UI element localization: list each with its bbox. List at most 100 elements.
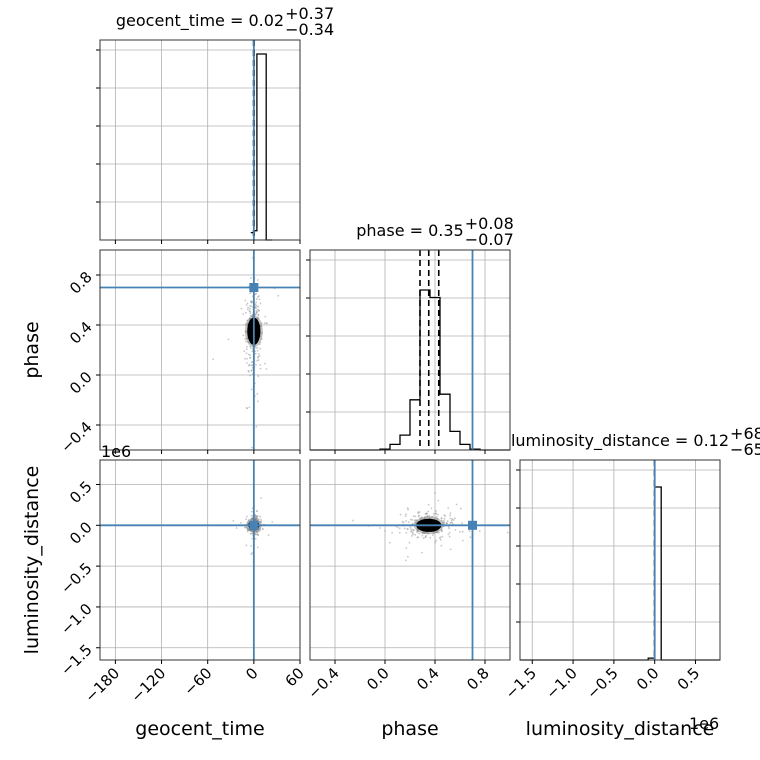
sample-point (434, 512, 437, 515)
sample-point (419, 517, 422, 519)
sample-point (257, 314, 260, 316)
sample-point (405, 513, 407, 516)
sample-point (250, 514, 253, 517)
panel-frame (99, 459, 301, 661)
sample-point (411, 535, 413, 537)
sample-point (251, 446, 253, 449)
sample-point (259, 529, 262, 531)
sample-point (244, 357, 246, 360)
sample-point (257, 353, 260, 355)
truth-marker (468, 520, 477, 530)
sample-point (250, 553, 253, 556)
sample-point (250, 369, 253, 371)
panel-frame (99, 249, 301, 451)
sample-point (446, 520, 449, 523)
sample-point (445, 522, 448, 525)
sample-point (262, 528, 264, 530)
sample-point (259, 367, 262, 370)
sample-point (435, 510, 437, 512)
sample-point (264, 362, 266, 365)
sample-point (405, 559, 407, 562)
sample-point (227, 338, 230, 341)
sample-point (246, 515, 248, 518)
sample-point (408, 541, 411, 544)
sample-point (452, 519, 455, 521)
x-tick-label: −0.4 (304, 664, 342, 702)
sample-point (478, 530, 481, 532)
sample-point (246, 322, 249, 325)
sample-point (440, 529, 443, 531)
sample-point (240, 307, 243, 310)
sample-point (251, 300, 254, 303)
sample-point (257, 305, 259, 308)
sample-point (250, 545, 253, 547)
sample-point (443, 522, 446, 524)
truth-marker (249, 283, 259, 292)
sample-point (246, 358, 248, 360)
y-tick-label: −0.4 (57, 418, 95, 456)
sample-point (249, 374, 251, 377)
title-lower-error: −0.34 (285, 20, 334, 39)
sample-point (249, 312, 252, 314)
sample-point (245, 348, 248, 351)
sample-point (259, 347, 262, 350)
sample-point (440, 519, 443, 522)
x-tick-label: 0.8 (463, 664, 493, 694)
sample-point (405, 547, 408, 549)
sample-point (437, 499, 440, 502)
sample-point (422, 537, 425, 539)
x-tick-label: −1.0 (542, 664, 580, 702)
panel-title-geocent_time: geocent_time = 0.02 (116, 11, 284, 31)
sample-point (256, 347, 259, 349)
sample-point (248, 353, 250, 356)
sample-point (250, 364, 253, 367)
x-tick-label: 0 (242, 664, 261, 683)
diag-panel-geocent_time: geocent_time = 0.02 +0.37−0.34 (96, 4, 334, 241)
sample-point (403, 527, 406, 530)
panel-frame (309, 249, 511, 451)
sample-point (411, 522, 414, 525)
sample-point (249, 310, 252, 313)
sample-point (379, 527, 381, 529)
title-lower-error: −0.07 (465, 230, 514, 249)
sample-point (448, 532, 451, 534)
sample-point (250, 510, 253, 513)
sample-point (428, 514, 431, 517)
sample-point (247, 306, 250, 309)
x-tick-label: −0.5 (583, 664, 621, 702)
sample-point (257, 400, 259, 403)
sample-point (391, 532, 393, 534)
sample-point (258, 530, 260, 533)
sample-point (255, 516, 257, 519)
sample-point (247, 519, 250, 521)
sample-point (447, 507, 450, 509)
sample-point (414, 515, 417, 518)
sample-point (250, 519, 253, 522)
x-tick-label: 0.0 (363, 664, 393, 694)
sample-point (437, 513, 439, 516)
sample-point (420, 516, 423, 519)
sample-point (256, 296, 259, 298)
sample-point (448, 527, 450, 530)
sample-point (407, 521, 410, 523)
title-upper-error: +0.08 (465, 214, 514, 233)
sample-point (249, 347, 252, 349)
sample-point (411, 532, 414, 534)
sample-point (256, 533, 259, 536)
sample-point (454, 517, 456, 520)
panel-frame (309, 459, 511, 661)
sample-point (461, 522, 463, 524)
sample-point (249, 356, 252, 359)
sample-point (428, 517, 431, 519)
sample-point (260, 518, 262, 521)
sample-point (244, 338, 247, 340)
sample-point (244, 330, 247, 333)
sample-point (240, 521, 242, 524)
sample-point (258, 518, 260, 520)
sample-point (352, 519, 354, 522)
sample-point (410, 528, 412, 530)
sample-point (443, 514, 446, 516)
sample-point (258, 355, 261, 357)
x-tick-label: 0.0 (633, 664, 663, 694)
